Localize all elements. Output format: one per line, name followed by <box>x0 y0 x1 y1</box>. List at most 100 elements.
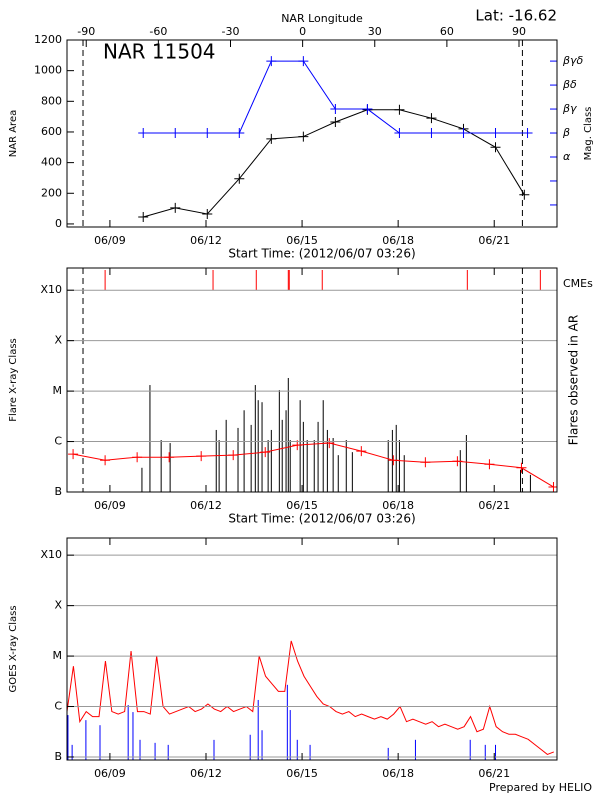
plus-marker <box>138 212 149 223</box>
plus-marker <box>68 449 79 460</box>
y-tick-label: 400 <box>41 156 62 169</box>
plus-marker <box>490 142 501 153</box>
plus-marker <box>234 173 245 184</box>
plus-marker <box>394 128 405 139</box>
x-tick-label: 06/09 <box>94 767 126 780</box>
plot-frame <box>66 537 558 761</box>
plus-marker <box>202 208 213 219</box>
x-tick-label: 06/18 <box>382 499 414 512</box>
plus-marker <box>260 447 271 458</box>
plus-marker <box>420 457 431 468</box>
x2-tick-label: 0 <box>299 25 306 38</box>
y-tick-label: 600 <box>41 125 62 138</box>
y2-axis-label: Mag. Class <box>583 107 594 161</box>
x-tick-label: 06/09 <box>94 234 126 247</box>
plus-marker <box>330 117 341 128</box>
y2-tick-label: β <box>562 126 570 139</box>
plot-area <box>82 40 533 227</box>
plus-marker <box>132 452 143 463</box>
plus-marker <box>234 128 245 139</box>
plus-marker <box>484 459 495 470</box>
plus-marker <box>362 104 373 115</box>
y-tick-label: X10 <box>40 548 62 561</box>
series-line <box>67 640 554 756</box>
y-axis-label: NAR Area <box>8 110 19 157</box>
y2-tick-label: βγδ <box>562 54 584 67</box>
plus-marker <box>164 452 175 463</box>
plus-marker <box>202 128 213 139</box>
plus-marker <box>426 128 437 139</box>
x-tick-label: 06/09 <box>94 499 126 512</box>
plus-marker <box>170 202 181 213</box>
x2-tick-label: -90 <box>77 25 95 38</box>
x2-tick-label: 90 <box>512 25 526 38</box>
y-tick-label: X <box>54 599 62 612</box>
x-tick-label: 06/12 <box>190 767 222 780</box>
plus-marker <box>266 56 277 67</box>
plus-marker <box>100 455 111 466</box>
plus-marker <box>490 128 501 139</box>
series-label: CMEs <box>563 277 593 290</box>
plus-marker <box>458 128 469 139</box>
plot-frame <box>66 267 558 493</box>
x-tick-label: 06/15 <box>286 234 318 247</box>
x-tick-label: 06/21 <box>478 499 510 512</box>
y-tick-label: 200 <box>41 186 62 199</box>
y-tick-label: 0 <box>55 217 62 230</box>
plus-marker <box>519 189 530 200</box>
y-tick-label: B <box>54 750 62 763</box>
x-tick-label: 06/18 <box>382 234 414 247</box>
y2-tick-label: βδ <box>562 78 577 91</box>
chart-title: NAR 11504 <box>103 40 216 64</box>
y-axis-label: GOES X-ray Class <box>8 605 19 692</box>
plus-marker <box>266 133 277 144</box>
x2-tick-label: 60 <box>440 25 454 38</box>
footer: Prepared by HELIO <box>489 781 592 794</box>
y-tick-label: 800 <box>41 94 62 107</box>
plus-marker <box>298 56 309 67</box>
x-tick-label: 06/12 <box>190 234 222 247</box>
plot-frame <box>66 39 558 228</box>
y-tick-label: M <box>53 384 63 397</box>
y-tick-label: X10 <box>40 283 62 296</box>
y-tick-label: 1000 <box>34 64 62 77</box>
y2-tick-label: α <box>563 150 571 163</box>
x-axis-label: Start Time: (2012/06/07 03:26) <box>228 512 415 526</box>
x-axis-label: Start Time: (2012/06/07 03:26) <box>228 247 415 261</box>
x-tick-label: 06/21 <box>478 234 510 247</box>
plus-marker <box>196 451 207 462</box>
plus-marker <box>394 104 405 115</box>
x-tick-label: 06/12 <box>190 499 222 512</box>
series-line <box>143 109 525 218</box>
y-axis-label: Flare X-ray Class <box>8 338 19 422</box>
series-line <box>72 442 554 488</box>
annotation: Lat: -16.62 <box>475 7 557 25</box>
x-tick-label: 06/21 <box>478 767 510 780</box>
plus-marker <box>170 128 181 139</box>
y2-axis-label: Flares observed in AR <box>567 315 581 445</box>
x2-tick-label: -30 <box>222 25 240 38</box>
plot-area <box>67 640 554 760</box>
plus-marker <box>356 446 367 457</box>
plus-marker <box>516 462 527 473</box>
plot-area <box>68 268 557 492</box>
x-tick-label: 06/18 <box>382 767 414 780</box>
y-tick-label: X <box>54 334 62 347</box>
x-tick-label: 06/15 <box>286 499 318 512</box>
plus-marker <box>452 456 463 467</box>
plus-marker <box>228 450 239 461</box>
plus-marker <box>522 128 533 139</box>
plus-marker <box>330 104 341 115</box>
plus-marker <box>298 131 309 142</box>
x-tick-label: 06/15 <box>286 767 318 780</box>
y-tick-label: B <box>54 485 62 498</box>
y2-tick-label: βγ <box>562 102 577 115</box>
y-tick-label: M <box>53 649 63 662</box>
plus-marker <box>138 128 149 139</box>
plus-marker <box>426 113 437 124</box>
x2-axis-label: NAR Longitude <box>281 12 363 25</box>
plus-marker <box>388 455 399 466</box>
plus-marker <box>324 438 335 449</box>
